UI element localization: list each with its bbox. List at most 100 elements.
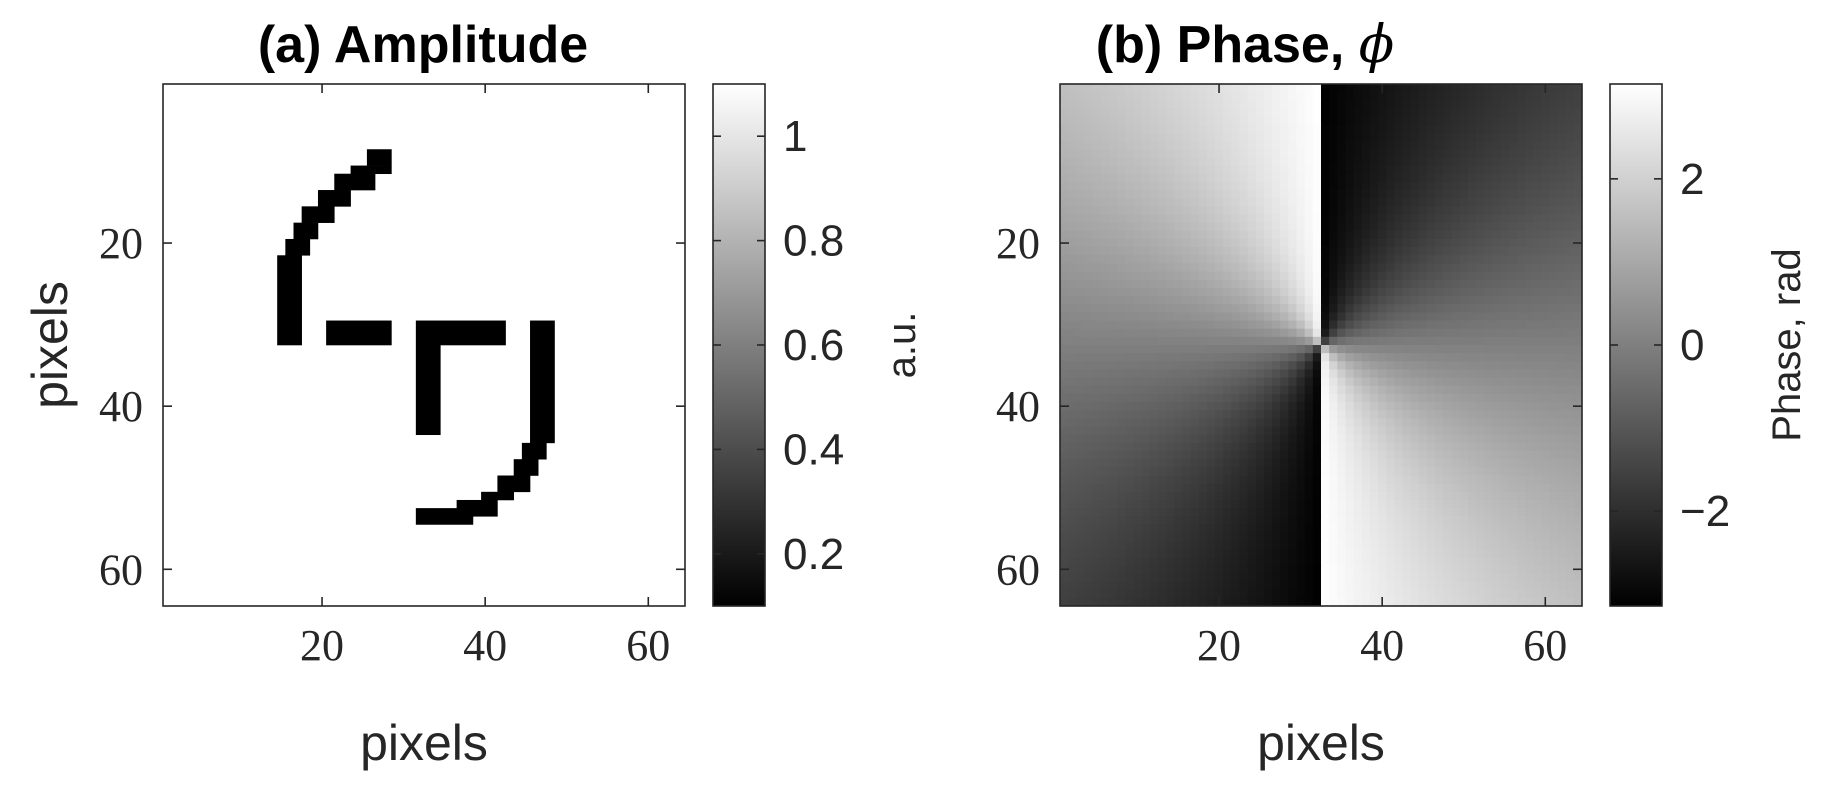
phase-pixel <box>1100 499 1110 509</box>
phase-pixel <box>1369 557 1379 566</box>
phase-pixel <box>1084 573 1094 582</box>
phase-pixel <box>1076 263 1085 272</box>
phase-pixel <box>1060 132 1069 142</box>
phase-pixel <box>1206 304 1216 313</box>
phase-pixel <box>1174 190 1183 199</box>
phase-pixel <box>1068 124 1077 134</box>
phase-pixel <box>1516 238 1526 248</box>
phase-pixel <box>1076 247 1085 256</box>
phase-pixel <box>1410 532 1420 542</box>
phase-pixel <box>1247 573 1257 582</box>
phase-pixel <box>1321 353 1330 362</box>
phase-pixel <box>1467 238 1477 248</box>
phase-pixel <box>1068 100 1077 109</box>
phase-pixel <box>1402 296 1412 305</box>
phase-pixel <box>1247 410 1257 419</box>
phase-pixel <box>1386 181 1395 191</box>
phase-pixel <box>1321 238 1330 248</box>
phase-pixel <box>1402 255 1412 264</box>
phase-pixel <box>1549 304 1558 313</box>
phase-pixel <box>1418 548 1428 558</box>
phase-pixel <box>1239 418 1248 427</box>
phase-pixel <box>1565 581 1575 591</box>
phase-pixel <box>1410 393 1420 403</box>
phase-pixel <box>1247 100 1257 109</box>
phase-pixel <box>1255 230 1265 240</box>
phase-pixel <box>1206 263 1216 272</box>
phase-pixel <box>1435 255 1444 264</box>
phase-pixel <box>1378 198 1387 207</box>
phase-pixel <box>1427 442 1436 452</box>
phase-pixel <box>1092 165 1102 175</box>
phase-pixel <box>1386 247 1395 256</box>
phase-pixel <box>1166 108 1175 118</box>
phase-pixel <box>1508 84 1518 93</box>
phase-pixel <box>1549 157 1558 166</box>
phase-pixel <box>1133 532 1142 542</box>
phase-pixel <box>1353 336 1363 346</box>
phase-pixel <box>1312 557 1322 566</box>
phase-pixel <box>1451 247 1461 256</box>
phase-pixel <box>1508 132 1518 142</box>
phase-pixel <box>1541 345 1550 354</box>
phase-pixel <box>1427 467 1436 476</box>
phase-pixel <box>1100 100 1110 109</box>
phase-pixel <box>1386 434 1395 444</box>
phase-pixel <box>1223 548 1232 558</box>
phase-pixel <box>1174 532 1183 542</box>
phase-pixel <box>1117 84 1126 93</box>
phase-pixel <box>1223 304 1232 313</box>
phase-pixel <box>1060 589 1069 599</box>
phase-pixel <box>1418 557 1428 566</box>
phase-pixel <box>1386 451 1395 460</box>
phase-pixel <box>1125 206 1134 215</box>
phase-pixel <box>1141 296 1151 305</box>
phase-pixel <box>1108 483 1118 493</box>
phase-pixel <box>1443 336 1452 346</box>
phase-pixel <box>1557 565 1567 574</box>
phase-pixel <box>1149 100 1159 109</box>
phase-pixel <box>1223 165 1232 175</box>
phase-pixel <box>1255 124 1265 134</box>
phase-pixel <box>1386 410 1395 419</box>
phase-pixel <box>1369 263 1379 272</box>
phase-pixel <box>1263 287 1273 297</box>
phase-pixel <box>1378 124 1387 134</box>
phase-pixel <box>1369 173 1379 183</box>
phase-pixel <box>1459 336 1469 346</box>
phase-pixel <box>1255 597 1265 607</box>
phase-pixel <box>1263 426 1273 436</box>
phase-pixel <box>1084 247 1094 256</box>
phase-pixel <box>1451 589 1461 599</box>
phase-pixel <box>1174 312 1183 321</box>
phase-pixel <box>1386 508 1395 517</box>
phase-pixel <box>1500 467 1509 476</box>
phase-pixel <box>1117 377 1126 387</box>
phase-pixel <box>1516 263 1526 272</box>
phase-pixel <box>1378 157 1387 166</box>
phase-pixel <box>1410 92 1420 101</box>
phase-pixel <box>1272 557 1281 566</box>
phase-pixel <box>1337 247 1346 256</box>
phase-pixel <box>1182 92 1191 101</box>
phase-pixel <box>1272 451 1281 460</box>
phase-pixel <box>1386 336 1395 346</box>
phase-pixel <box>1573 459 1583 468</box>
phase-pixel <box>1402 393 1412 403</box>
phase-pixel <box>1247 84 1257 93</box>
phase-pixel <box>1508 499 1518 509</box>
phase-pixel <box>1304 393 1314 403</box>
phase-pixel <box>1231 198 1240 207</box>
phase-pixel <box>1418 116 1428 126</box>
phase-pixel <box>1410 312 1420 321</box>
phase-pixel <box>1060 467 1069 476</box>
phase-pixel <box>1141 548 1151 558</box>
phase-pixel <box>1117 459 1126 468</box>
phase-pixel <box>1239 296 1248 305</box>
phase-pixel <box>1443 116 1452 126</box>
phase-pixel <box>1223 581 1232 591</box>
phase-pixel <box>1386 173 1395 183</box>
phase-pixel <box>1386 532 1395 542</box>
phase-pixel <box>1263 557 1273 566</box>
phase-pixel <box>1231 581 1240 591</box>
